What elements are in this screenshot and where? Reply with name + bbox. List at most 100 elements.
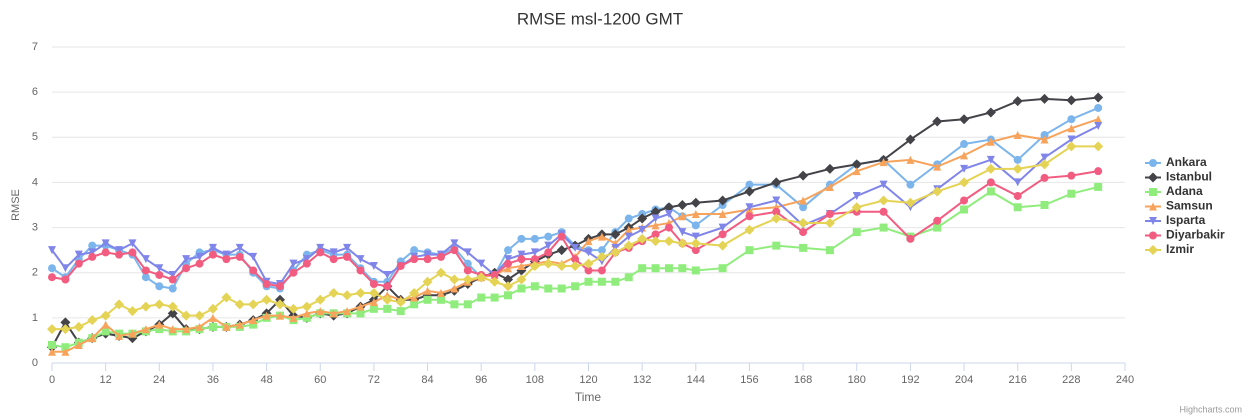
data-point	[463, 248, 472, 257]
data-point	[396, 307, 405, 316]
data-point	[691, 210, 700, 219]
y-tick-label: 7	[32, 41, 38, 53]
data-point	[824, 163, 835, 174]
data-point	[182, 255, 191, 264]
data-point	[262, 280, 271, 288]
data-point	[182, 264, 191, 273]
legend-item: Izmir	[1145, 242, 1194, 256]
legend-symbol	[1149, 217, 1157, 225]
legend-item: Isparta	[1145, 213, 1206, 227]
data-point	[195, 259, 204, 268]
data-point	[249, 320, 258, 329]
data-point	[115, 250, 124, 259]
data-point	[556, 260, 567, 271]
data-point	[463, 266, 472, 275]
y-axis-title: RMSE	[10, 189, 22, 221]
data-point	[691, 221, 700, 230]
data-point	[88, 248, 97, 257]
data-point	[234, 299, 245, 310]
y-tick-label: 0	[32, 357, 38, 369]
data-point	[638, 225, 647, 234]
data-point	[222, 250, 231, 259]
data-point	[745, 246, 754, 255]
data-point	[328, 288, 339, 299]
legend-label: Diyarbakir	[1166, 228, 1225, 242]
legend-symbol	[1149, 202, 1157, 211]
data-point	[664, 210, 673, 219]
x-tick-label: 228	[1062, 374, 1080, 386]
data-point	[530, 248, 539, 257]
data-point	[852, 167, 861, 176]
legend-item: Ankara	[1145, 155, 1207, 169]
data-point	[517, 255, 526, 264]
data-point	[154, 299, 165, 310]
data-point	[423, 286, 432, 295]
data-point	[650, 236, 661, 247]
data-point	[477, 293, 486, 302]
data-point	[221, 292, 232, 303]
data-point	[289, 259, 298, 268]
data-point	[624, 232, 633, 241]
data-point	[718, 230, 727, 239]
data-point	[276, 311, 285, 320]
series-line	[51, 96, 1099, 348]
data-point	[222, 255, 231, 264]
data-point	[745, 212, 754, 221]
data-point	[87, 315, 98, 326]
data-point	[450, 246, 459, 255]
data-point	[155, 282, 164, 291]
data-point	[1040, 201, 1049, 209]
data-point	[544, 232, 553, 241]
credits: Highcharts.com	[1179, 404, 1242, 414]
data-point	[557, 232, 566, 241]
data-point	[476, 272, 487, 283]
data-point	[1039, 159, 1050, 170]
data-point	[422, 276, 433, 287]
data-point	[610, 229, 621, 240]
data-point	[651, 221, 660, 230]
data-point	[423, 250, 432, 259]
x-tick-label: 72	[368, 374, 380, 386]
y-tick-label: 3	[32, 221, 38, 233]
data-point	[369, 280, 378, 288]
data-point	[60, 317, 71, 328]
x-tick-label: 108	[526, 374, 544, 386]
legend-label: Adana	[1166, 184, 1203, 198]
data-point	[343, 307, 352, 316]
legend-item: Istanbul	[1145, 170, 1212, 184]
data-point	[544, 241, 553, 250]
data-point	[382, 294, 393, 305]
x-tick-label: 120	[579, 374, 597, 386]
data-point	[677, 200, 688, 210]
data-point	[851, 159, 862, 170]
data-point	[879, 207, 888, 216]
data-point	[959, 114, 970, 125]
x-tick-label: 36	[207, 374, 219, 386]
data-point	[182, 325, 191, 334]
data-point	[905, 134, 916, 145]
data-point	[611, 277, 620, 286]
x-tick-label: 12	[100, 374, 112, 386]
data-point	[368, 288, 379, 299]
data-point	[744, 224, 755, 235]
data-point	[61, 275, 70, 284]
data-point	[302, 313, 311, 322]
data-point	[343, 243, 352, 252]
data-point	[717, 195, 728, 206]
data-point	[194, 310, 205, 321]
data-point	[932, 116, 943, 127]
data-point	[462, 274, 473, 285]
x-tick-label: 48	[260, 374, 272, 386]
data-point	[504, 291, 513, 300]
data-point	[141, 325, 150, 334]
data-point	[249, 316, 258, 325]
y-tick-label: 2	[32, 267, 38, 279]
data-point	[1013, 178, 1022, 187]
data-point	[504, 246, 513, 255]
data-point	[516, 274, 527, 285]
x-tick-label: 84	[421, 374, 433, 386]
data-point	[329, 255, 338, 264]
data-point	[463, 300, 472, 309]
data-point	[168, 275, 177, 284]
